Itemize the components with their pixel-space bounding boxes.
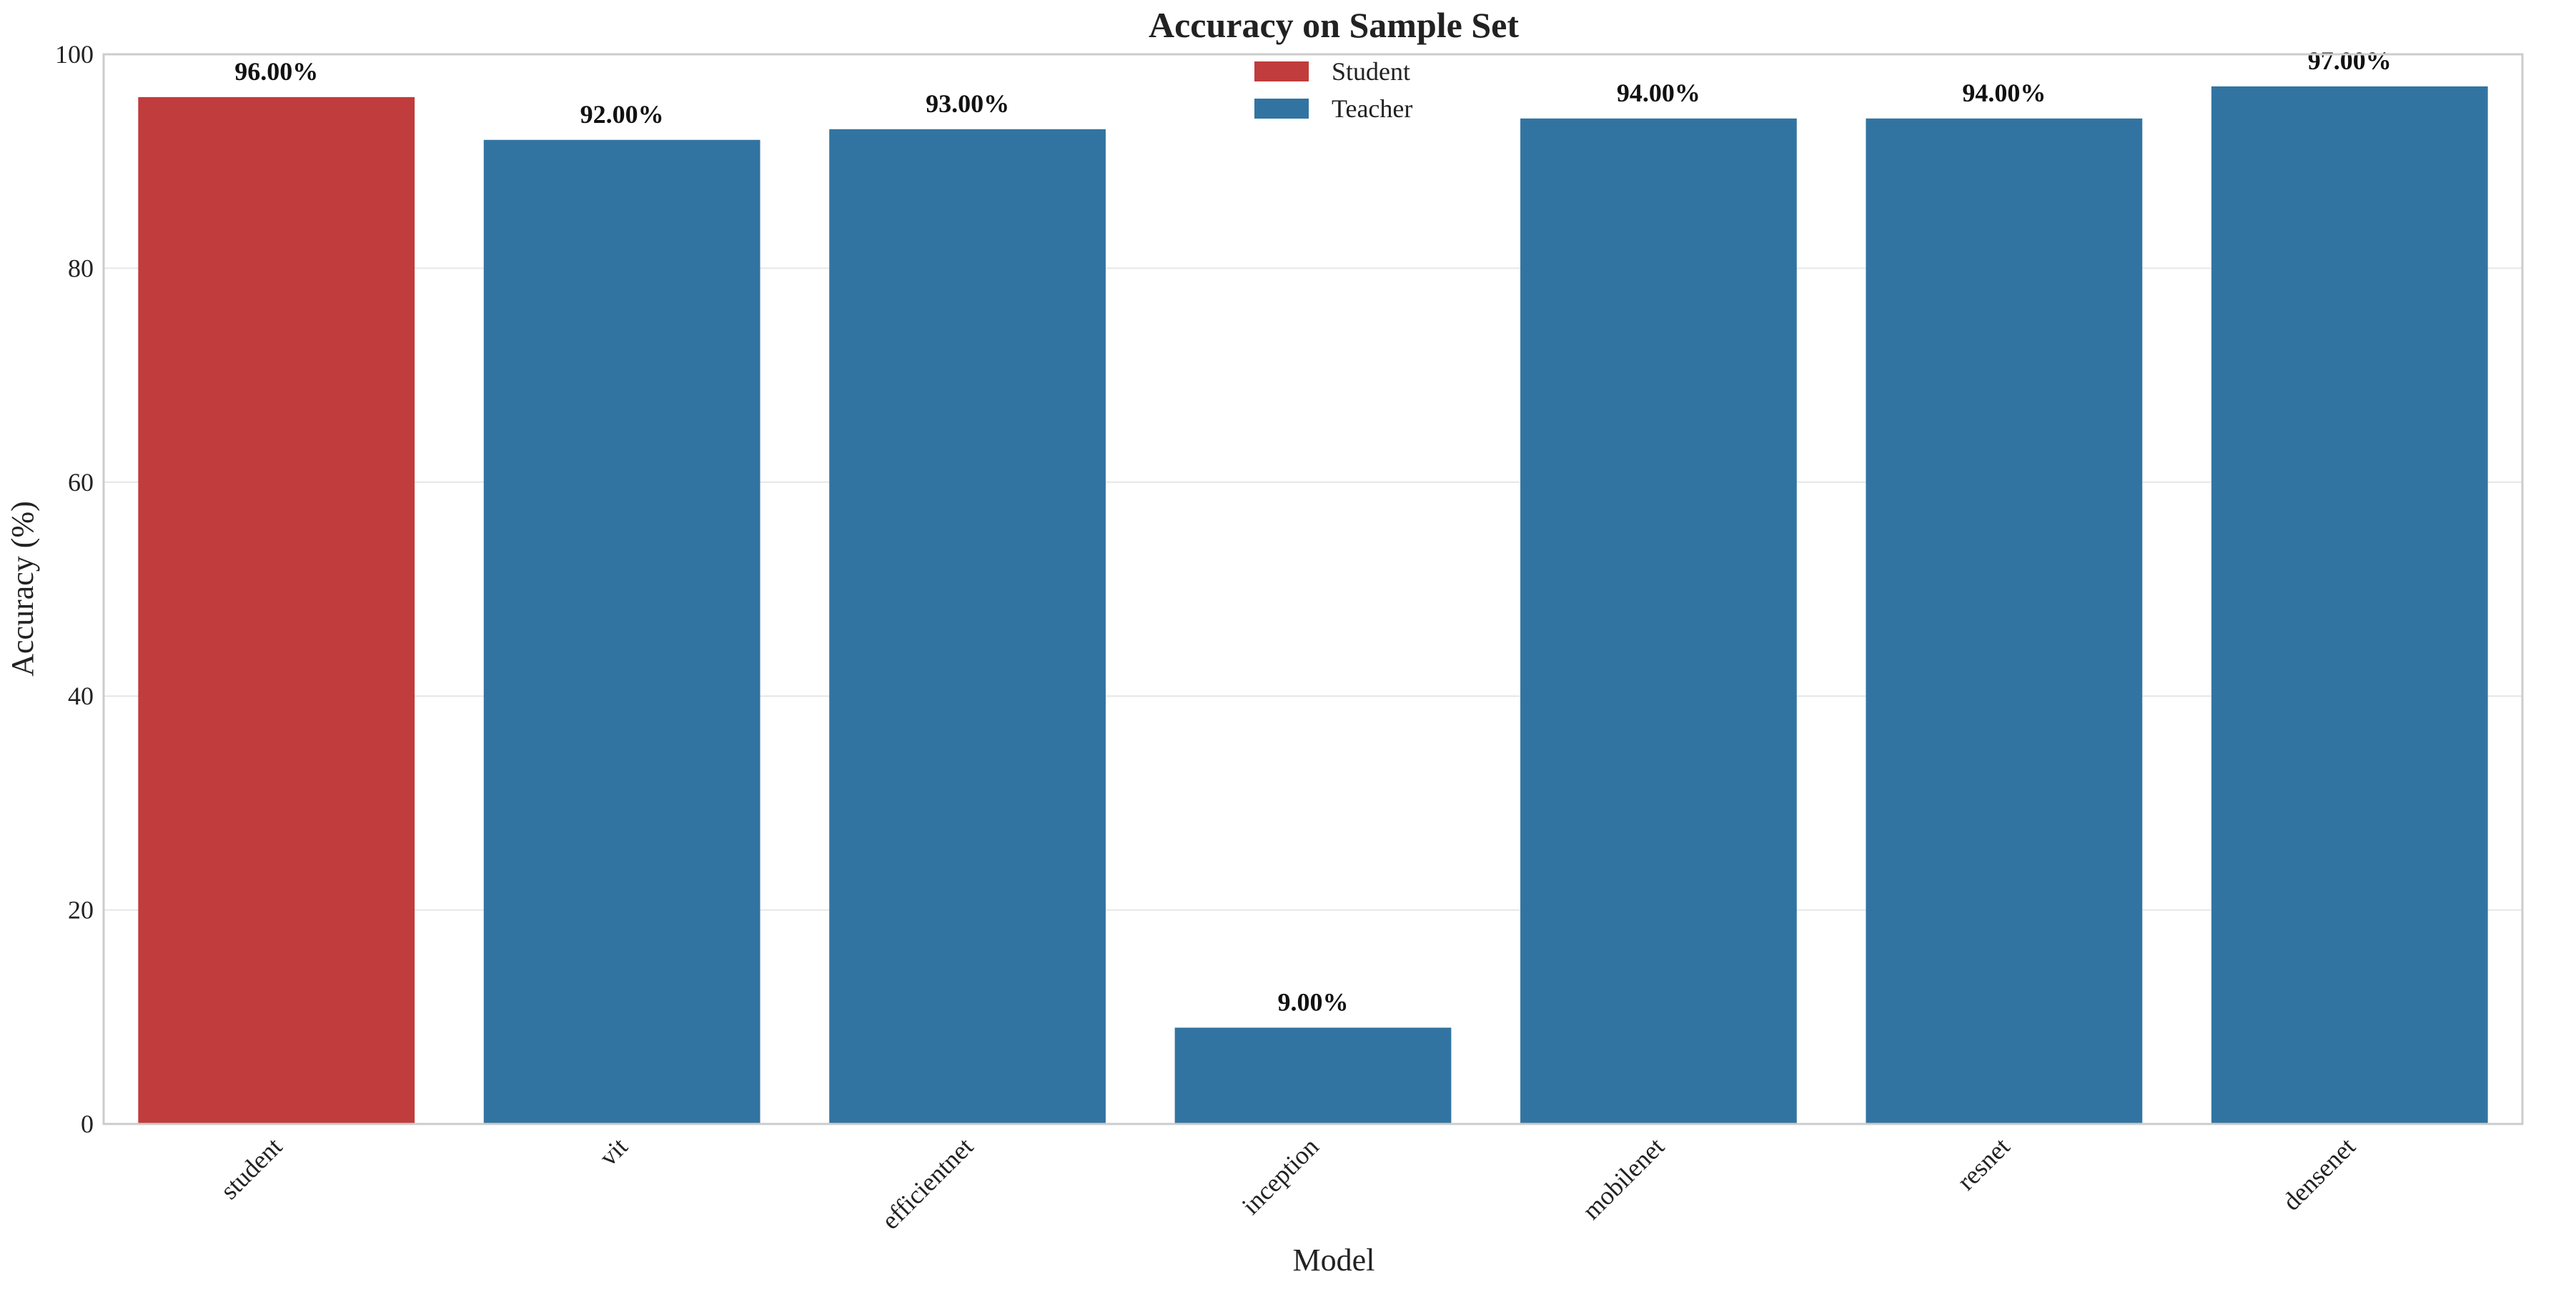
bar-value-label-efficientnet: 93.00% — [926, 89, 1009, 118]
bar-densenet — [2211, 86, 2488, 1124]
x-tick-label-inception: inception — [1237, 1132, 1324, 1220]
bar-mobilenet — [1520, 118, 1797, 1124]
plot-frame — [102, 53, 2524, 1125]
bar-student — [138, 96, 415, 1124]
x-tick-label-mobilenet: mobilenet — [1577, 1132, 1670, 1225]
x-tick-label-student: student — [215, 1132, 288, 1205]
legend-label-teacher: Teacher — [1332, 94, 1412, 123]
bar-inception — [1174, 1027, 1452, 1124]
y-axis-ticks: 0 20 40 60 80 100 — [55, 40, 94, 1138]
x-axis-label: Model — [1293, 1243, 1375, 1278]
y-tick-label-20: 20 — [68, 896, 94, 925]
bar-vit — [483, 139, 761, 1124]
legend-swatch-student — [1254, 61, 1309, 81]
bars-group — [138, 86, 2488, 1124]
bar-efficientnet — [829, 129, 1106, 1124]
legend-label-student: Student — [1332, 57, 1410, 86]
bar-value-label-resnet: 94.00% — [1962, 79, 2046, 107]
bar-value-labels: 96.00% 92.00% 93.00% 9.00% 94.00% 94.00% 97.00… — [234, 46, 2392, 1016]
bar-resnet — [1866, 118, 2143, 1124]
legend-swatch-teacher — [1254, 99, 1309, 119]
bar-value-label-vit: 92.00% — [580, 100, 664, 129]
bar-value-label-mobilenet: 94.00% — [1617, 79, 1700, 107]
x-tick-label-densenet: densenet — [2277, 1132, 2361, 1215]
bar-value-label-densenet: 97.00% — [2308, 46, 2392, 75]
x-tick-label-efficientnet: efficientnet — [876, 1132, 979, 1235]
y-axis-label: Accuracy (%) — [5, 501, 40, 677]
x-axis-ticks: student vit efficientnet inception mobilenet… — [215, 1132, 2361, 1235]
gridlines — [104, 267, 2522, 911]
x-tick-label-vit: vit — [594, 1132, 633, 1171]
bar-value-label-student: 96.00% — [234, 57, 318, 86]
bar-value-label-inception: 9.00% — [1278, 987, 1349, 1016]
y-tick-label-0: 0 — [81, 1110, 94, 1138]
y-tick-label-40: 40 — [68, 682, 94, 710]
y-tick-label-80: 80 — [68, 254, 94, 282]
x-tick-label-resnet: resnet — [1951, 1132, 2015, 1195]
legend: Student Teacher — [1254, 57, 1412, 123]
y-tick-label-100: 100 — [55, 40, 94, 69]
chart-title: Accuracy on Sample Set — [1149, 5, 1519, 45]
y-tick-label-60: 60 — [68, 468, 94, 497]
